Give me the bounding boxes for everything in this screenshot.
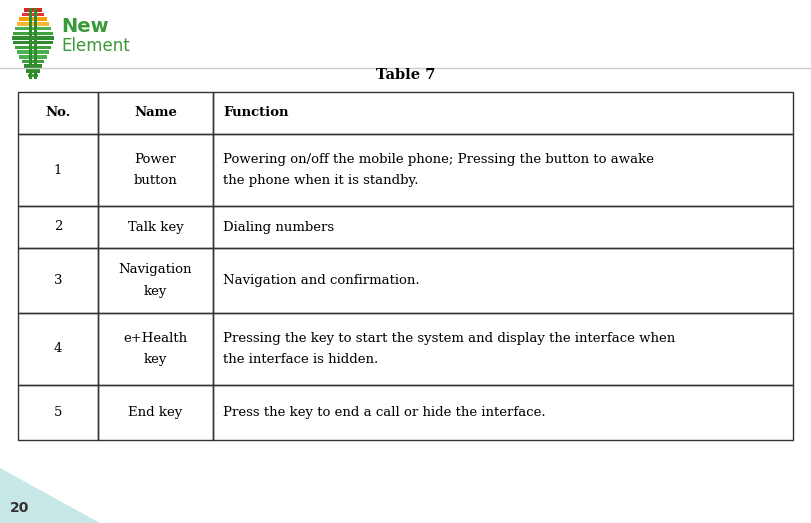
- Text: Element: Element: [61, 37, 130, 55]
- Bar: [26, 69, 40, 73]
- Text: Press the key to end a call or hide the interface.: Press the key to end a call or hide the …: [223, 406, 546, 419]
- Text: New: New: [61, 17, 109, 36]
- Bar: [98, 92, 213, 134]
- Text: No.: No.: [45, 107, 71, 119]
- Bar: [29, 8, 32, 78]
- Text: Dialing numbers: Dialing numbers: [223, 221, 334, 233]
- Bar: [98, 385, 213, 440]
- Bar: [22, 13, 44, 16]
- Bar: [213, 313, 793, 385]
- Bar: [18, 248, 98, 313]
- Bar: [213, 92, 793, 134]
- Bar: [213, 134, 793, 206]
- Bar: [24, 8, 42, 12]
- Text: Talk key: Talk key: [127, 221, 183, 233]
- Text: End key: End key: [128, 406, 182, 419]
- Bar: [17, 50, 49, 54]
- Bar: [98, 206, 213, 248]
- Bar: [12, 36, 54, 40]
- Bar: [18, 385, 98, 440]
- Bar: [18, 313, 98, 385]
- Bar: [15, 46, 51, 49]
- Bar: [213, 385, 793, 440]
- Polygon shape: [0, 468, 100, 523]
- Bar: [17, 22, 49, 26]
- Text: Power
button: Power button: [134, 153, 178, 187]
- Bar: [18, 206, 98, 248]
- Text: 4: 4: [54, 343, 62, 356]
- Bar: [18, 134, 98, 206]
- Text: Powering on/off the mobile phone; Pressing the button to awake
the phone when it: Powering on/off the mobile phone; Pressi…: [223, 153, 654, 187]
- Bar: [19, 55, 47, 59]
- Bar: [213, 206, 793, 248]
- Text: Table 7: Table 7: [375, 68, 436, 82]
- Bar: [213, 248, 793, 313]
- Text: Function: Function: [223, 107, 289, 119]
- Text: Navigation and confirmation.: Navigation and confirmation.: [223, 274, 419, 287]
- Text: Pressing the key to start the system and display the interface when
the interfac: Pressing the key to start the system and…: [223, 332, 676, 366]
- Bar: [98, 313, 213, 385]
- Bar: [19, 17, 47, 21]
- Bar: [98, 134, 213, 206]
- Bar: [15, 27, 51, 30]
- Bar: [13, 31, 53, 35]
- Text: 2: 2: [54, 221, 62, 233]
- Text: e+Health
key: e+Health key: [123, 332, 187, 366]
- Text: 5: 5: [54, 406, 62, 419]
- Text: 1: 1: [54, 164, 62, 176]
- Text: 20: 20: [10, 501, 29, 515]
- Text: Navigation
key: Navigation key: [118, 264, 192, 298]
- Bar: [24, 64, 42, 68]
- Text: Name: Name: [134, 107, 177, 119]
- Bar: [22, 60, 44, 63]
- Bar: [34, 8, 37, 78]
- Text: 3: 3: [54, 274, 62, 287]
- Bar: [18, 92, 98, 134]
- Bar: [98, 248, 213, 313]
- Bar: [28, 74, 38, 77]
- Bar: [13, 41, 53, 44]
